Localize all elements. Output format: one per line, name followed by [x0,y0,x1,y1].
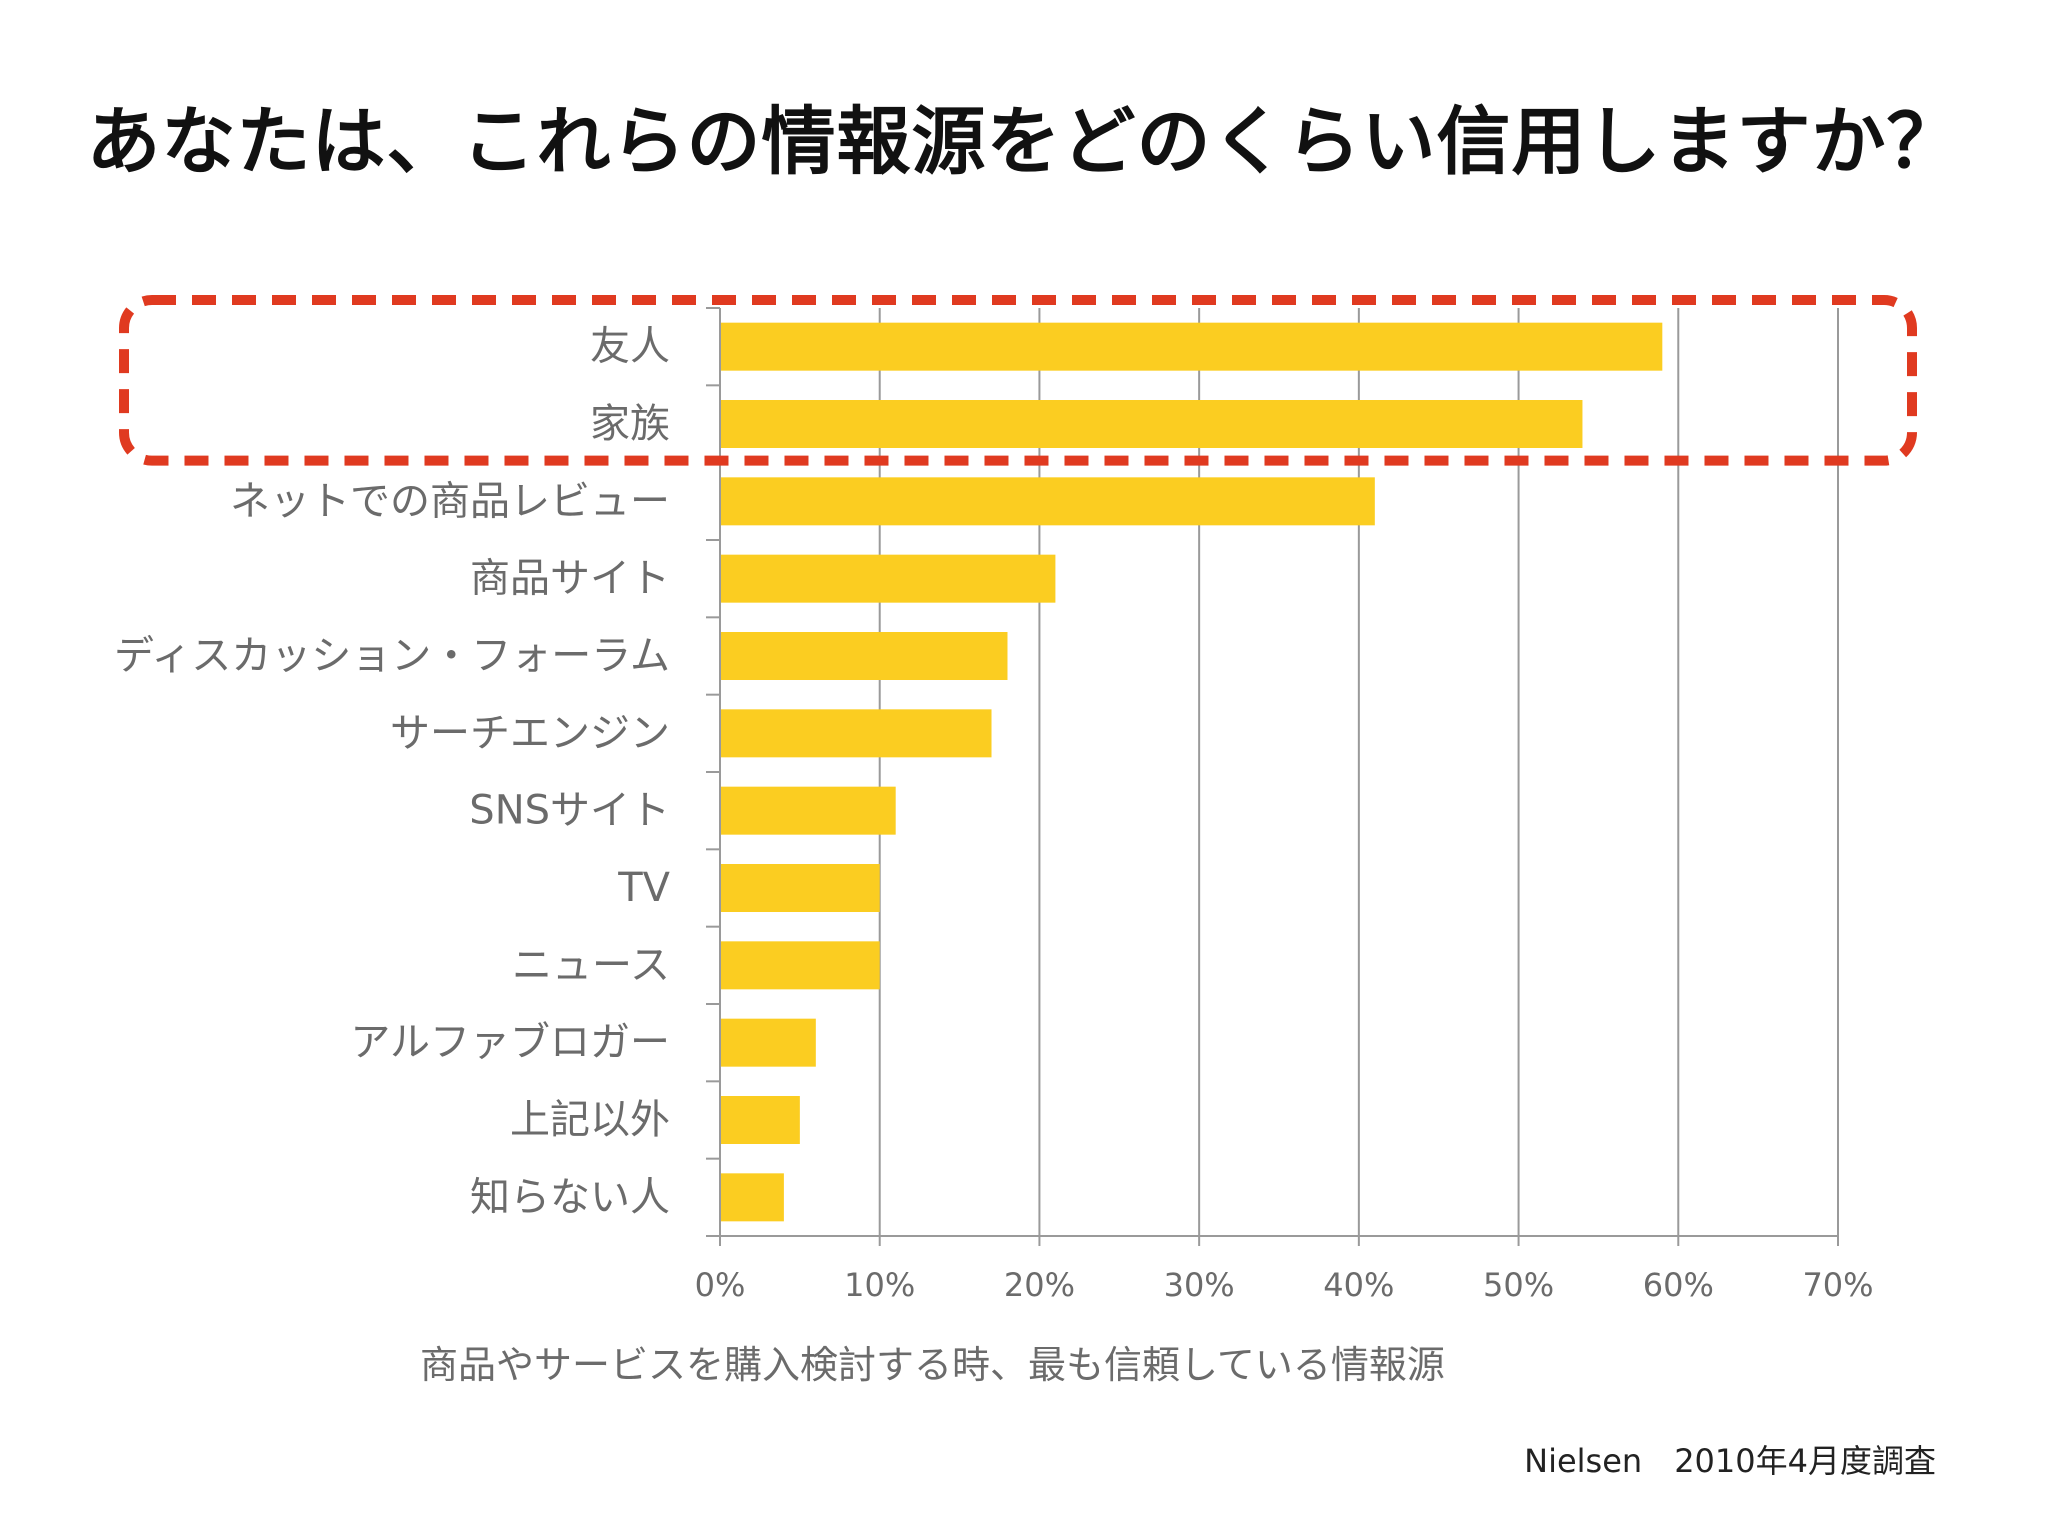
category-label: SNSサイト [469,788,670,834]
bar [720,1018,816,1067]
category-label: サーチエンジン [390,710,670,756]
bar [720,786,896,835]
category-label: TV [617,865,670,911]
x-tick-label: 30% [1164,1266,1235,1304]
x-tick-label: 0% [695,1266,746,1304]
category-label: ニュース [512,942,670,988]
bar [720,1096,800,1144]
category-label: 商品サイト [470,556,670,602]
bar [720,941,880,990]
bar [720,554,1056,603]
bar [720,477,1375,526]
category-label: 友人 [590,324,670,370]
category-label: 家族 [590,401,670,447]
x-axis-label: 商品やサービスを購入検討する時、最も信頼している情報源 [420,1343,1445,1387]
x-tick-label: 60% [1643,1266,1714,1304]
chart-title: あなたは、これらの情報源をどのくらい信用しますか？ [86,99,1962,185]
source-note: Nielsen 2010年4月度調査 [1524,1442,1936,1480]
x-tick-label: 20% [1004,1266,1075,1304]
category-label: 上記以外 [510,1097,670,1143]
x-tick-label: 70% [1802,1266,1873,1304]
category-label: 知らない人 [470,1174,670,1220]
bar [720,400,1583,448]
category-label: アルファブロガー [350,1020,670,1066]
category-label: ディスカッション・フォーラム [114,633,670,679]
bar [720,1173,784,1222]
category-label: ネットでの商品レビュー [230,478,670,524]
x-tick-label: 40% [1323,1266,1394,1304]
bar [720,709,992,758]
bar [720,864,880,912]
bar [720,322,1663,371]
bar [720,632,1008,680]
x-tick-label: 10% [844,1266,915,1304]
x-tick-label: 50% [1483,1266,1554,1304]
